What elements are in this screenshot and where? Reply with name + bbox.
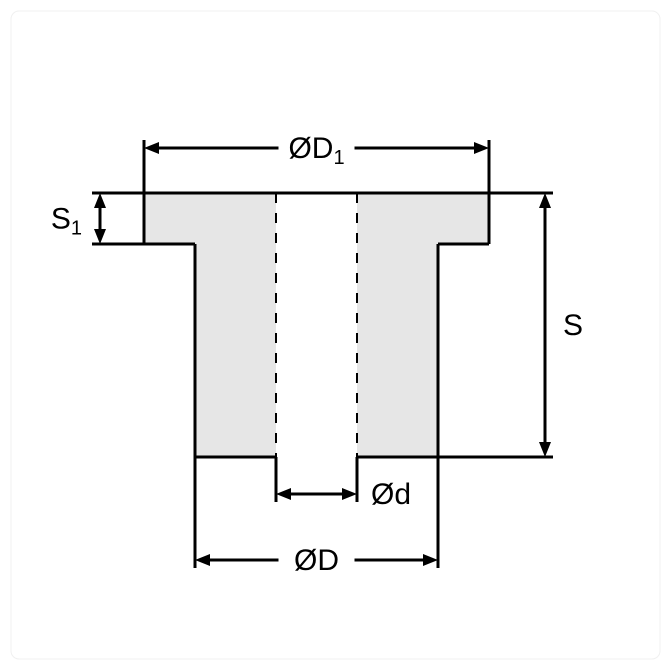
svg-text:ØD1: ØD1 [288, 132, 344, 169]
bushing-dimension-diagram: ØD1 S1 S Ød ØD [0, 0, 671, 670]
svg-text:S1: S1 [51, 203, 82, 240]
svg-text:S: S [563, 309, 583, 342]
svg-text:ØD: ØD [294, 544, 339, 577]
svg-text:Ød: Ød [371, 478, 411, 511]
